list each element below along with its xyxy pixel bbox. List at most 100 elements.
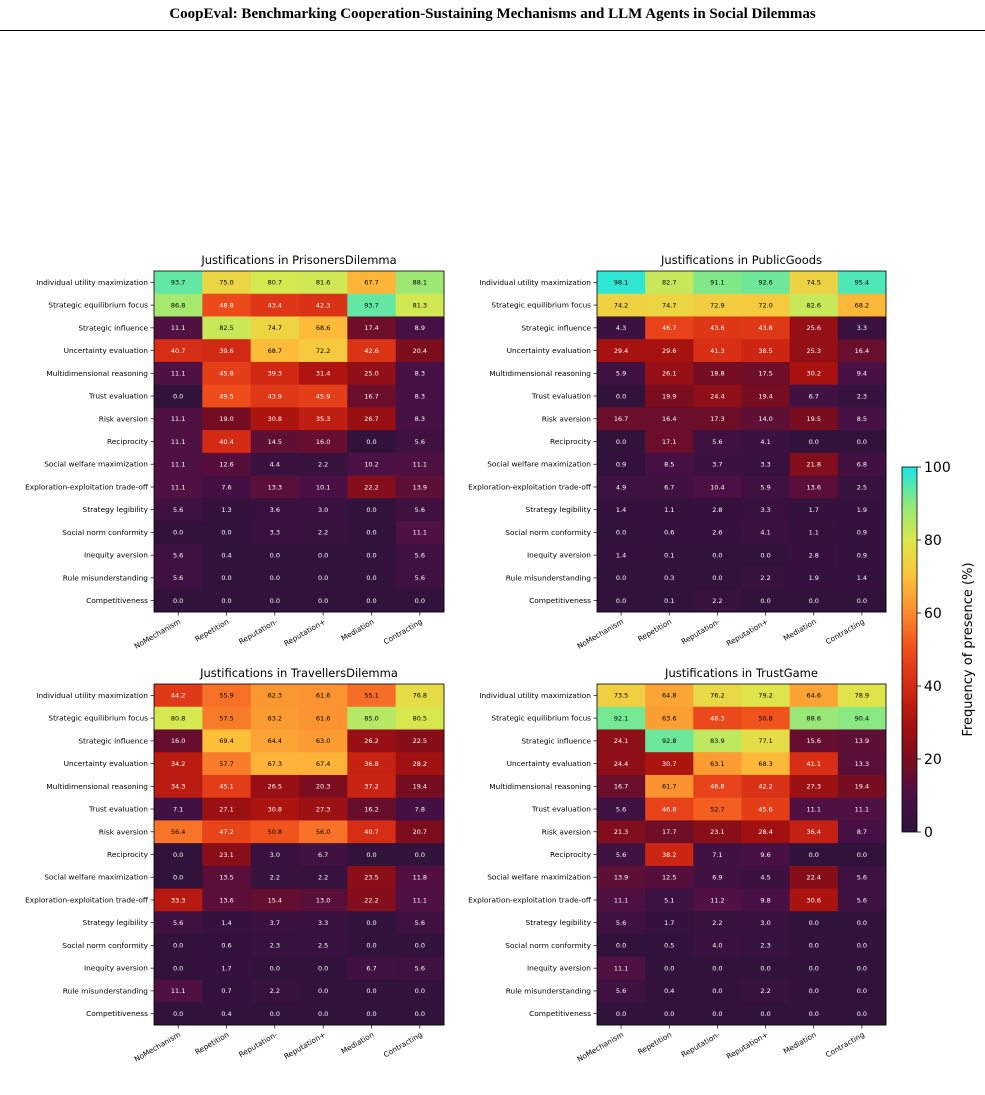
cell-value-label: 0.9 <box>616 461 626 469</box>
cell-value-label: 30.8 <box>268 415 282 423</box>
cell-value-label: 0.0 <box>318 551 328 559</box>
cell-value-label: 0.1 <box>664 551 674 559</box>
cell-value-label: 0.0 <box>366 851 376 859</box>
heatmap-cell <box>693 956 742 980</box>
row-label: Strategic equilibrium focus <box>48 301 148 310</box>
cell-value-label: 79.2 <box>758 692 772 700</box>
cell-value-label: 7.1 <box>712 851 722 859</box>
heatmap-cell <box>693 820 742 844</box>
heatmap-cell <box>741 475 791 499</box>
column-label: Repetition <box>636 617 673 644</box>
cell-value-label: 13.5 <box>219 874 233 882</box>
heatmap-cell <box>250 706 300 730</box>
cell-value-label: 78.9 <box>855 692 869 700</box>
cell-value-label: 5.6 <box>173 551 183 559</box>
cell-value-label: 64.4 <box>268 737 282 745</box>
heatmap-cell <box>202 361 252 386</box>
heatmap-cell <box>789 339 839 363</box>
cell-value-label: 19.4 <box>758 392 772 400</box>
cell-value-label: 38.2 <box>662 851 676 859</box>
heatmap-cell <box>597 797 646 821</box>
heatmap-cell <box>395 316 445 340</box>
cell-value-label: 88.6 <box>807 714 821 722</box>
heatmap-cell <box>250 797 300 821</box>
cell-value-label: 0.0 <box>366 597 376 605</box>
cell-value-label: 30.8 <box>268 805 282 813</box>
cell-value-label: 11.1 <box>171 324 185 332</box>
cell-value-label: 4.1 <box>760 438 770 446</box>
heatmap-cell <box>347 293 397 317</box>
heatmap-cell <box>299 956 348 980</box>
heatmap-cell <box>250 979 300 1003</box>
cell-value-label: 0.0 <box>857 1010 867 1018</box>
cell-value-label: 0.0 <box>857 919 867 927</box>
heatmap-cell <box>837 956 887 980</box>
heatmap-cell <box>202 911 252 935</box>
heatmap-cell <box>202 566 252 590</box>
column-label: Contracting <box>382 1030 424 1060</box>
cell-value-label: 3.3 <box>857 324 867 332</box>
cell-value-label: 0.0 <box>366 1010 376 1018</box>
column-label: Mediation <box>782 617 818 643</box>
heatmap-cell <box>395 911 445 935</box>
heatmap-cell <box>250 956 300 980</box>
cell-value-label: 93.7 <box>171 279 185 287</box>
heatmap-cell <box>597 271 646 295</box>
cell-value-label: 14.0 <box>758 415 772 423</box>
heatmap-cell <box>250 589 300 613</box>
heatmap-cell <box>347 384 397 408</box>
heatmap-cell <box>789 934 839 958</box>
cell-value-label: 3.7 <box>270 919 280 927</box>
cell-value-label: 2.3 <box>760 942 770 950</box>
heatmap-cell <box>789 361 839 386</box>
cell-value-label: 40.4 <box>219 438 233 446</box>
cell-value-label: 5.6 <box>857 874 867 882</box>
cell-value-label: 43.9 <box>268 392 282 400</box>
column-label: Reputation- <box>680 1030 722 1059</box>
heatmap-cell <box>741 1002 791 1026</box>
heatmap-cell <box>395 684 445 708</box>
row-label: Strategic influence <box>521 736 591 745</box>
cell-value-label: 0.0 <box>857 851 867 859</box>
cell-value-label: 0.0 <box>809 597 819 605</box>
cell-value-label: 74.5 <box>807 279 821 287</box>
cell-value-label: 73.5 <box>614 692 628 700</box>
heatmap-cell <box>789 888 839 912</box>
heatmap-cell <box>693 430 742 454</box>
cell-value-label: 21.3 <box>614 828 628 836</box>
cell-value-label: 10.4 <box>710 483 724 491</box>
cell-value-label: 19.0 <box>219 415 233 423</box>
cell-value-label: 21.8 <box>807 461 821 469</box>
cell-value-label: 25.6 <box>807 324 821 332</box>
column-label: Repetition <box>636 1030 673 1057</box>
cell-value-label: 6.7 <box>809 392 819 400</box>
heatmap-cell <box>299 271 348 295</box>
heatmap-cell <box>789 774 839 799</box>
row-label: Social welfare maximization <box>44 873 148 882</box>
cell-value-label: 16.7 <box>364 392 378 400</box>
heatmap-cell <box>250 521 300 545</box>
cell-value-label: 23.1 <box>710 828 724 836</box>
row-label: Strategic equilibrium focus <box>48 714 148 723</box>
row-label: Reciprocity <box>107 850 149 859</box>
cell-value-label: 7.6 <box>221 483 231 491</box>
heatmap-cell <box>837 1002 887 1026</box>
cell-value-label: 2.3 <box>270 942 280 950</box>
heatmap-cell <box>837 843 887 867</box>
heatmap-cell <box>154 339 203 363</box>
cell-value-label: 17.3 <box>710 415 724 423</box>
cell-value-label: 25.3 <box>807 347 821 355</box>
heatmap-cell <box>789 752 839 776</box>
heatmap-cell <box>250 888 300 912</box>
heatmap-cell <box>645 979 694 1003</box>
cell-value-label: 2.6 <box>712 529 722 537</box>
heatmap-cell <box>250 361 300 386</box>
cell-value-label: 0.0 <box>221 529 231 537</box>
cell-value-label: 57.5 <box>219 714 233 722</box>
cell-value-label: 74.7 <box>268 324 282 332</box>
row-label: Competitiveness <box>86 596 148 605</box>
heatmap-cell <box>789 271 839 295</box>
cell-value-label: 0.0 <box>809 919 819 927</box>
row-label: Social welfare maximization <box>487 460 591 469</box>
heatmap-cell <box>154 797 203 821</box>
